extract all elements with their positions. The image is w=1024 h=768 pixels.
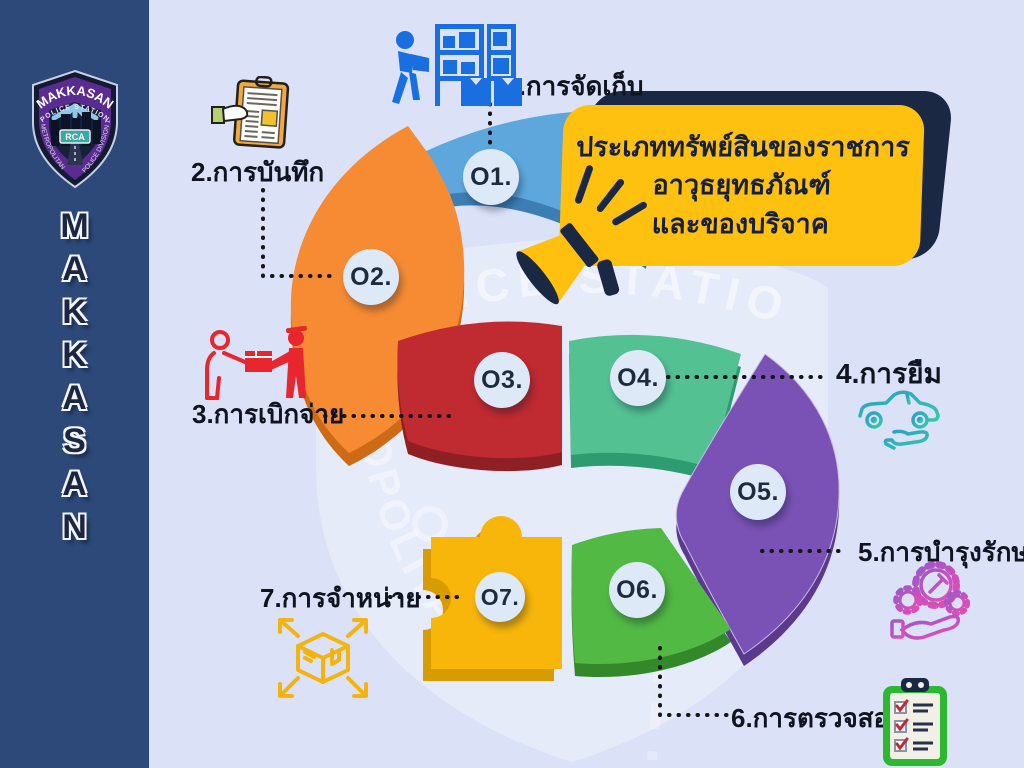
- warehouse-worker-icon: [392, 24, 522, 106]
- watermark-ring: [412, 506, 448, 542]
- connector-2: [261, 188, 340, 278]
- connector-6: [658, 646, 730, 717]
- step-circle-4: O4.: [610, 350, 666, 406]
- maintenance-gears-icon: [890, 561, 970, 640]
- step-label-3: 3.การเบิกจ่าย: [192, 399, 345, 429]
- vertical-letter: A: [62, 250, 87, 288]
- step-circle-6: O6.: [609, 562, 665, 618]
- step-circle-2: O2.: [343, 249, 399, 305]
- vertical-letter: A: [62, 465, 87, 503]
- car-borrow-icon: [852, 390, 940, 450]
- title-line-1: ประเภททรัพย์สินของราชการ: [575, 132, 911, 162]
- vertical-letter: S: [63, 422, 86, 460]
- step-label-7: 7.การจำหน่าย: [260, 583, 421, 613]
- step-circle-3: O3.: [474, 352, 530, 408]
- title-line-3: และของบริจาค: [651, 208, 830, 239]
- title-box: ประเภททรัพย์สินของราชการ อาวุธยุทธภัณฑ์ …: [558, 105, 925, 266]
- vertical-brand-letters: M A K K A S A N: [0, 208, 149, 552]
- vertical-letter: M: [60, 207, 89, 245]
- badge-rca-label: RCA: [65, 132, 85, 142]
- handover-box-icon: [205, 326, 307, 400]
- step-label-6: 6.การตรวจสอบ: [731, 703, 906, 733]
- step-label-2: 2.การบันทึก: [191, 157, 325, 187]
- document-record-icon: [211, 76, 290, 149]
- step-circle-5: O5.: [730, 464, 786, 520]
- checklist-clipboard-icon: [883, 678, 947, 766]
- police-badge-logo: RCA MAKKASAN POLICE STATION METROPOLITAN…: [32, 69, 118, 189]
- vertical-letter: A: [62, 379, 87, 417]
- step-circle-1: O1.: [463, 149, 519, 205]
- vertical-letter: N: [62, 508, 87, 546]
- segment-3-side: [397, 334, 562, 472]
- step-circle-7: O7.: [475, 572, 525, 622]
- title-line-2: อาวุธยุทธภัณฑ์: [651, 170, 832, 201]
- sidebar: RCA MAKKASAN POLICE STATION METROPOLITAN…: [0, 0, 149, 768]
- distribute-box-icon: [278, 618, 368, 698]
- vertical-letter: K: [62, 336, 87, 374]
- step-label-4: 4.การยืม: [836, 358, 942, 389]
- vertical-letter: K: [62, 293, 87, 331]
